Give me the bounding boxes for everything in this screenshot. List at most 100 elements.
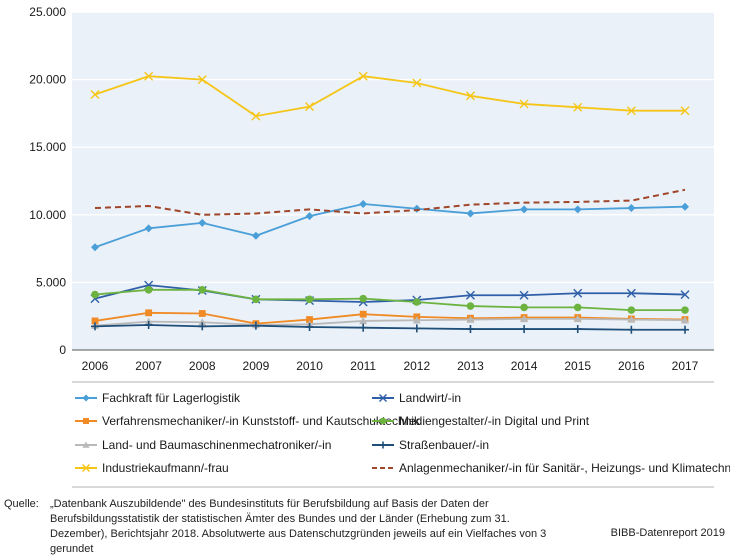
x-tick-label: 2010 [296,359,323,373]
data-point [305,295,314,304]
data-point [359,294,367,303]
data-point [519,99,529,109]
data-point [412,78,422,88]
data-point [379,417,387,425]
report-credit: BIBB-Datenreport 2019 [610,527,725,539]
data-point [681,202,689,211]
legend-label: Mediengestalter/-in Digital und Print [399,414,590,428]
data-point [573,288,583,298]
data-point [466,209,475,218]
data-point [82,441,90,448]
data-point [305,212,314,221]
data-point [359,316,368,325]
data-point [82,464,90,472]
data-point [359,323,368,332]
data-point [573,314,582,323]
legend-item: Fachkraft für Lagerlogistik [75,391,241,405]
data-point [145,309,153,317]
data-point [413,298,421,306]
x-tick-label: 2016 [618,359,645,373]
data-point [198,218,207,227]
data-point [627,315,636,323]
legend-item: Verfahrensmechaniker/-in Kunststoff- und… [75,414,421,428]
data-point [144,320,153,329]
data-point [359,310,367,318]
legend: Fachkraft für Lagerlogistik Landwirt/-in V… [75,391,730,475]
data-point [412,316,421,324]
data-point [627,325,636,334]
data-point [198,310,206,317]
y-tick-label: 20.000 [29,73,66,87]
legend-item: Land- und Baumaschinenmechatroniker/-in [75,438,331,452]
series [91,199,689,252]
data-point [626,106,636,116]
x-axis-tick-labels: 2006 2007 2008 2009 2010 2011 2012 2013 2014 2015… [82,359,699,373]
legend-item: Straßenbauer/-in [372,438,489,452]
data-point [626,288,636,298]
y-tick-label: 25.000 [29,5,66,19]
x-tick-label: 2008 [189,359,216,373]
data-point [520,205,529,214]
data-point [358,71,368,81]
series [91,314,689,329]
y-tick-label: 0 [59,343,66,357]
legend-label: Anlagenmechaniker/-in für Sanitär-, Heiz… [399,461,730,475]
series-line [94,311,686,325]
data-point [83,418,89,424]
legend-label: Straßenbauer/-in [399,438,489,452]
data-point [251,321,260,330]
legend-item: Anlagenmechaniker/-in für Sanitär-, Heiz… [372,461,730,475]
plot-background [72,12,714,350]
series-lines [90,71,690,334]
y-tick-label: 15.000 [29,140,66,154]
data-point [466,315,475,323]
data-point [466,302,475,310]
data-point [520,314,529,323]
data-point [91,322,99,331]
data-point [306,316,313,323]
series-line [94,188,686,216]
series-line [94,288,685,312]
data-point [680,106,690,116]
x-tick-label: 2009 [243,359,270,373]
data-point [144,71,154,81]
data-point [465,91,475,101]
series-line [94,203,686,249]
data-point [91,243,99,252]
x-tick-label: 2007 [135,359,162,373]
series-line [94,75,685,118]
data-point [144,286,153,294]
data-point [91,290,99,299]
x-tick-label: 2012 [403,359,430,373]
data-point [627,306,636,314]
legend-label: Fachkraft für Lagerlogistik [102,391,241,405]
legend-label: Verfahrensmechaniker/-in Kunststoff- und… [102,414,421,428]
legend-item: Landwirt/-in [372,391,461,405]
data-point [681,306,689,314]
data-point [379,394,387,402]
data-point [90,89,100,99]
data-point [519,290,529,300]
y-axis-tick-labels: 0 5.000 10.000 15.000 20.000 25.000 [29,5,66,357]
data-point [359,199,368,208]
data-point [197,75,207,85]
data-point [466,325,475,334]
data-point [681,316,689,324]
series [91,320,689,334]
data-point [681,325,689,334]
data-point [573,205,582,214]
data-point [573,325,582,334]
data-point [82,394,90,402]
data-point [91,317,99,325]
data-point [520,303,528,312]
data-point [627,204,636,213]
data-point [198,318,207,326]
legend-label: Industriekaufmann/-frau [102,461,229,475]
data-point [144,224,153,233]
series [94,188,686,216]
data-point [198,286,207,294]
series [91,286,689,314]
data-point [251,231,260,240]
x-tick-label: 2015 [564,359,591,373]
